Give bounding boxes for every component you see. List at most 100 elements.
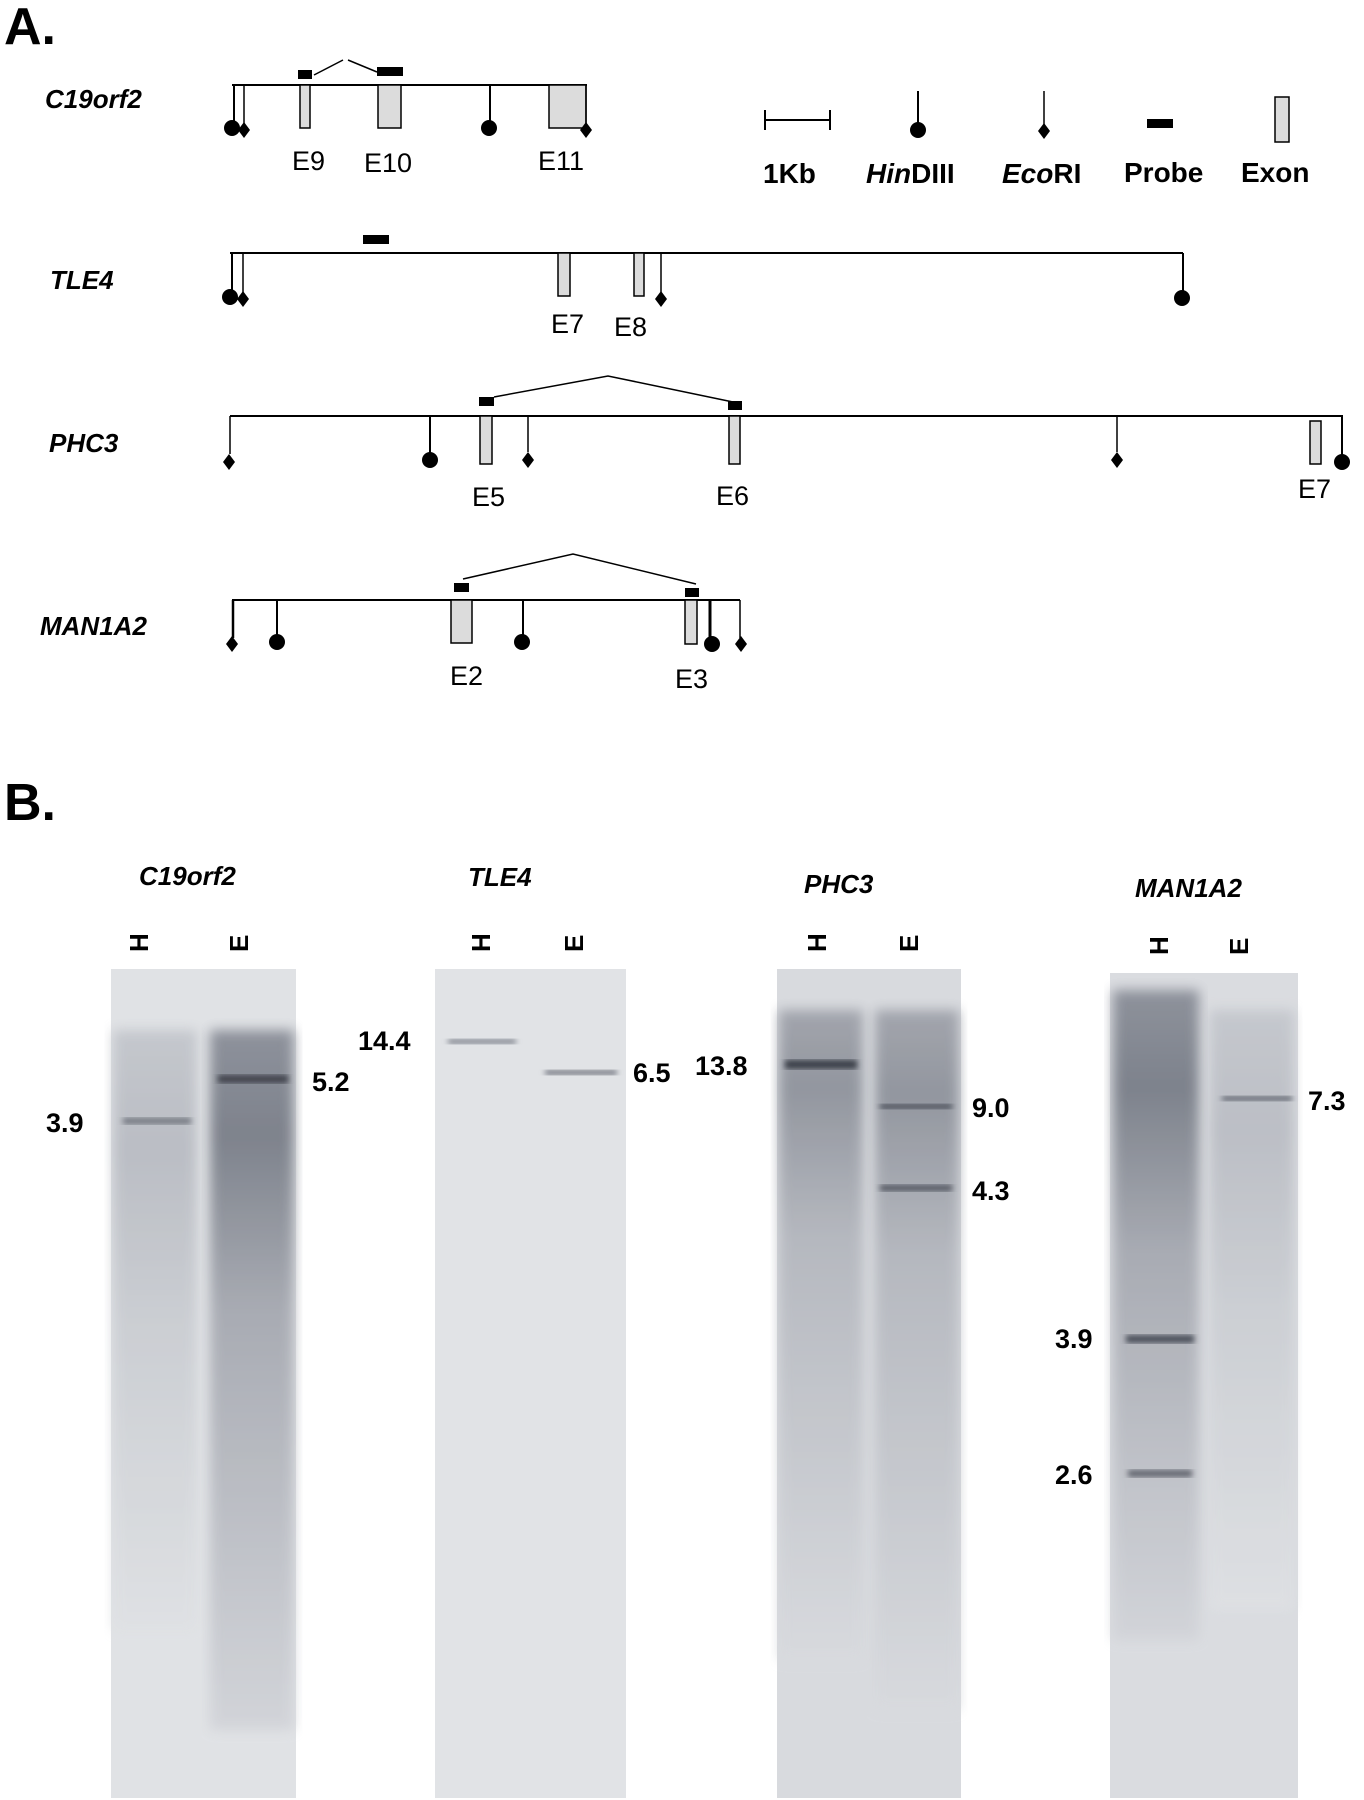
hindiii-site xyxy=(514,634,530,650)
lane-label-h: H xyxy=(802,933,832,952)
legend-hindiii-label: HinDIII xyxy=(866,158,955,189)
hindiii-site xyxy=(269,634,285,650)
lane-smear xyxy=(1113,990,1199,1640)
lane-label-h: H xyxy=(124,933,154,952)
ecori-site xyxy=(237,291,249,307)
legend-ecori-plain: RI xyxy=(1053,158,1081,189)
lane-smear xyxy=(1210,1010,1294,1610)
exon-label: E6 xyxy=(716,481,749,511)
exon-label: E7 xyxy=(551,309,584,339)
blot-title: C19orf2 xyxy=(139,861,236,891)
blot-tle4: TLE4 H E 14.4 6.5 xyxy=(358,862,671,1798)
gene-map-man1a2: MAN1A2 E2 E3 xyxy=(40,553,747,694)
hindiii-site xyxy=(1334,454,1350,470)
blot-phc3: PHC3 H E 13.8 9.0 4.3 xyxy=(695,869,1010,1798)
legend-exon-label: Exon xyxy=(1241,157,1309,188)
band xyxy=(1222,1096,1292,1101)
exon-label: E3 xyxy=(675,664,708,694)
hindiii-site xyxy=(222,289,238,305)
ecori-icon xyxy=(1038,123,1050,139)
ecori-site xyxy=(1111,452,1123,468)
size-marker: 13.8 xyxy=(695,1051,748,1081)
gene-map-tle4: TLE4 E7 E8 xyxy=(50,235,1190,342)
probe-mark xyxy=(298,70,312,79)
band xyxy=(448,1039,516,1044)
panel-b-label: B. xyxy=(4,774,56,832)
size-marker: 9.0 xyxy=(972,1093,1010,1123)
blot-man1a2: MAN1A2 H E 3.9 2.6 7.3 xyxy=(1055,873,1346,1798)
size-marker: 3.9 xyxy=(1055,1324,1093,1354)
gene-map-c19orf2: C19orf2 E9 E10 E11 xyxy=(45,59,592,178)
hindiii-site xyxy=(704,636,720,652)
gene-map-phc3: PHC3 E5 E6 E7 xyxy=(49,375,1350,512)
probe-mark xyxy=(479,397,494,406)
exon-box xyxy=(377,84,402,129)
exon-label: E2 xyxy=(450,661,483,691)
lane-smear xyxy=(113,1030,197,1630)
exon-box xyxy=(479,415,493,465)
probe-icon xyxy=(1147,119,1173,128)
exon-label: E11 xyxy=(538,146,584,176)
legend-probe-label: Probe xyxy=(1124,157,1203,188)
ecori-site xyxy=(238,122,250,138)
probe-mark xyxy=(685,588,699,597)
hindiii-site xyxy=(224,120,240,136)
exon-box xyxy=(1309,420,1322,465)
exon-label: E10 xyxy=(364,148,412,178)
band xyxy=(1128,1470,1192,1477)
gene-label-tle4: TLE4 xyxy=(50,265,114,295)
size-marker: 5.2 xyxy=(312,1067,350,1097)
band xyxy=(545,1070,617,1075)
legend-ecori-italic: Eco xyxy=(1002,158,1053,189)
band xyxy=(880,1185,952,1191)
legend-scale-label: 1Kb xyxy=(763,158,816,189)
size-marker: 3.9 xyxy=(46,1108,84,1138)
ecori-site xyxy=(580,122,592,138)
hindiii-site xyxy=(481,120,497,136)
probe-mark xyxy=(363,235,389,244)
lane-smear xyxy=(210,1030,294,1730)
blot-title: PHC3 xyxy=(804,869,874,899)
exon-label: E9 xyxy=(292,146,325,176)
size-marker: 6.5 xyxy=(633,1058,671,1088)
exon-label: E8 xyxy=(614,312,647,342)
band xyxy=(785,1060,857,1069)
band xyxy=(218,1075,288,1083)
lane-label-e: E xyxy=(894,935,924,952)
band xyxy=(880,1104,952,1109)
hindiii-site xyxy=(1174,290,1190,306)
hindiii-icon xyxy=(910,122,926,138)
lane-smear xyxy=(875,1010,959,1710)
exon-box xyxy=(299,84,311,129)
lane-label-e: E xyxy=(224,935,254,952)
legend-hindiii-italic: Hin xyxy=(866,158,911,189)
exon-label: E7 xyxy=(1298,474,1331,504)
ecori-site xyxy=(522,452,534,468)
exon-box xyxy=(728,415,741,465)
gene-label-phc3: PHC3 xyxy=(49,428,119,458)
lane-label-h: H xyxy=(1144,936,1174,955)
exon-box xyxy=(557,252,571,297)
panel-a-label: A. xyxy=(4,0,56,56)
blot-c19orf2: C19orf2 H E 3.9 5.2 xyxy=(46,861,350,1798)
exon-box xyxy=(450,599,473,644)
size-marker: 7.3 xyxy=(1308,1086,1346,1116)
lane-label-e: E xyxy=(559,935,589,952)
exon-icon xyxy=(1274,96,1290,143)
size-marker: 14.4 xyxy=(358,1026,411,1056)
gene-label-man1a2: MAN1A2 xyxy=(40,611,147,641)
ecori-site xyxy=(223,454,235,470)
hindiii-site xyxy=(422,452,438,468)
gene-label-c19orf2: C19orf2 xyxy=(45,84,142,114)
lane-label-e: E xyxy=(1224,938,1254,955)
legend: 1Kb HinDIII EcoRI Probe Exon xyxy=(763,91,1309,189)
exon-box xyxy=(548,84,587,129)
legend-ecori-label: EcoRI xyxy=(1002,158,1081,189)
probe-mark xyxy=(454,583,469,592)
band xyxy=(1126,1335,1194,1343)
size-marker: 2.6 xyxy=(1055,1460,1093,1490)
exon-box xyxy=(633,252,645,297)
blot-title: MAN1A2 xyxy=(1135,873,1242,903)
membrane xyxy=(435,969,626,1798)
